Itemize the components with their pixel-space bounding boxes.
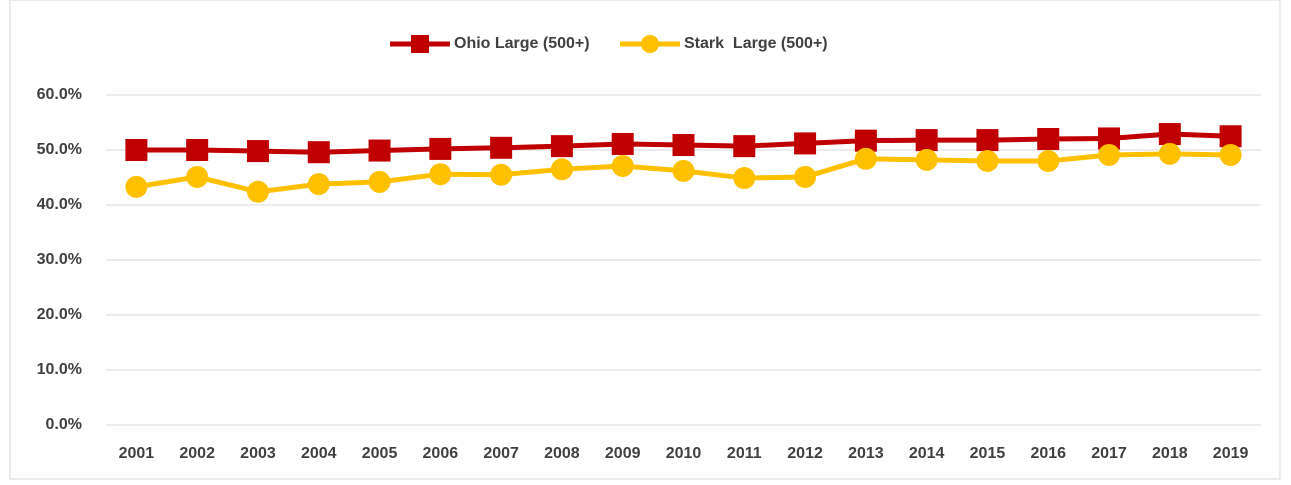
- x-tick-label: 2013: [848, 445, 884, 462]
- point: [794, 132, 817, 155]
- point: [611, 132, 634, 155]
- x-tick-label: 2014: [909, 445, 945, 462]
- chart-frame: [9, 0, 1281, 480]
- point: [1219, 125, 1242, 148]
- point: [550, 158, 573, 181]
- point: [125, 175, 148, 198]
- x-tick-label: 2002: [179, 445, 215, 462]
- point: [733, 167, 756, 190]
- point: [246, 140, 269, 163]
- point: [733, 135, 756, 158]
- point: [915, 129, 938, 152]
- x-tick-label: 2008: [544, 445, 580, 462]
- y-tick-label: 20.0%: [37, 306, 82, 323]
- point: [246, 180, 269, 203]
- point: [368, 170, 391, 193]
- point: [490, 136, 513, 159]
- x-tick-label: 2006: [423, 445, 459, 462]
- x-tick-label: 2009: [605, 445, 641, 462]
- point: [1098, 127, 1121, 150]
- x-tick-label: 2007: [483, 445, 519, 462]
- x-tick-label: 2010: [666, 445, 702, 462]
- y-tick-label: 50.0%: [37, 141, 82, 158]
- point: [672, 159, 695, 182]
- point: [490, 163, 513, 186]
- point: [794, 165, 817, 188]
- x-tick-label: 2019: [1213, 445, 1249, 462]
- x-tick-label: 2016: [1030, 445, 1066, 462]
- point: [611, 154, 634, 177]
- x-tick-label: 2015: [970, 445, 1006, 462]
- point: [1158, 142, 1181, 165]
- point: [186, 165, 209, 188]
- x-tick-label: 2004: [301, 445, 337, 462]
- point: [186, 139, 209, 161]
- legend-label: Ohio Large (500+): [454, 35, 590, 52]
- x-tick-label: 2001: [119, 445, 155, 462]
- x-tick-label: 2012: [787, 445, 823, 462]
- point: [1158, 123, 1181, 146]
- point: [429, 163, 452, 186]
- point: [550, 135, 573, 158]
- point: [1037, 128, 1060, 150]
- point: [915, 148, 938, 171]
- x-tick-label: 2005: [362, 445, 398, 462]
- legend-marker: [641, 35, 659, 53]
- x-tick-label: 2017: [1091, 445, 1127, 462]
- point: [1098, 143, 1121, 166]
- point: [125, 139, 148, 161]
- point: [672, 134, 695, 157]
- point: [368, 139, 391, 162]
- point: [976, 129, 999, 152]
- point: [854, 147, 877, 170]
- y-tick-label: 10.0%: [37, 361, 82, 378]
- point: [307, 141, 330, 164]
- point: [976, 150, 999, 172]
- point: [1037, 150, 1060, 172]
- point: [854, 129, 877, 152]
- x-tick-label: 2018: [1152, 445, 1188, 462]
- y-tick-label: 40.0%: [37, 196, 82, 213]
- y-tick-label: 30.0%: [37, 251, 82, 268]
- legend-marker: [411, 35, 429, 53]
- x-tick-label: 2003: [240, 445, 276, 462]
- point: [429, 137, 452, 160]
- x-tick-label: 2011: [727, 445, 762, 462]
- point: [1219, 143, 1242, 166]
- y-tick-label: 0.0%: [46, 416, 82, 433]
- y-tick-label: 60.0%: [37, 86, 82, 103]
- legend-label: Stark Large (500+): [684, 35, 828, 52]
- point: [307, 173, 330, 196]
